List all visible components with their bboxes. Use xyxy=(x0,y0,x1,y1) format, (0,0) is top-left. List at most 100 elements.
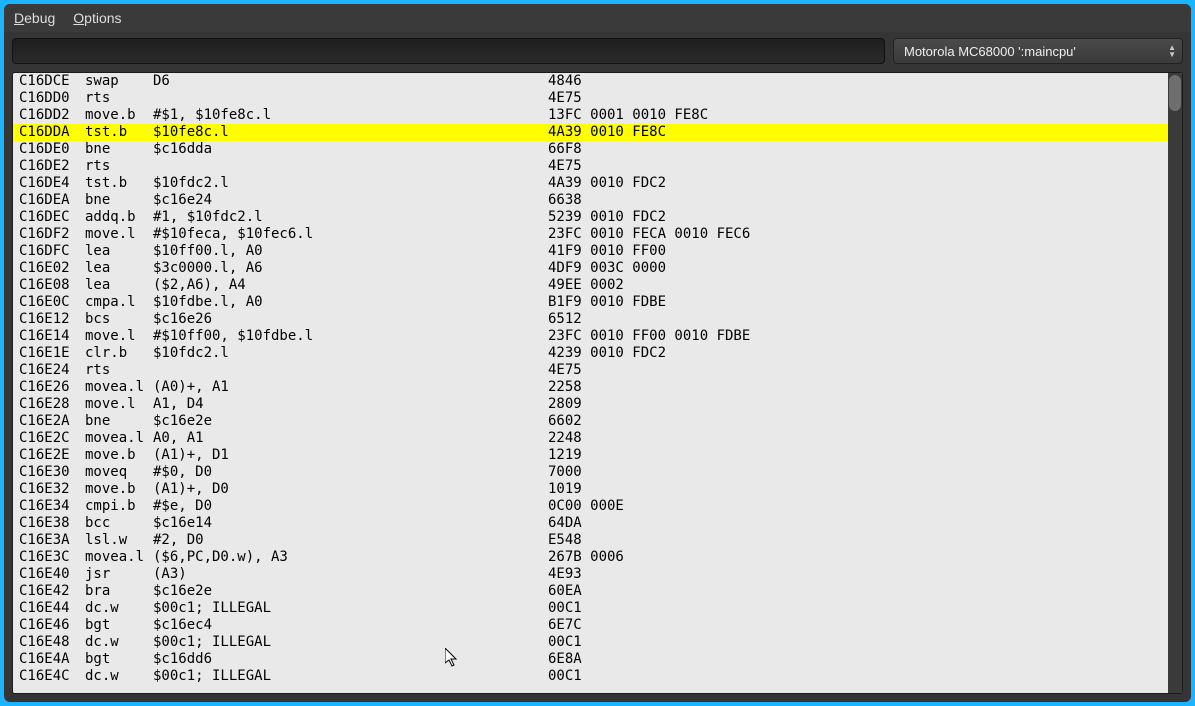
disasm-row[interactable]: C16E0Ccmpa.l$10fdbe.l, A0B1F9 0010 FDBE xyxy=(13,294,1168,311)
disasm-row[interactable]: C16DE2rts4E75 xyxy=(13,158,1168,175)
disasm-row[interactable]: C16E24rts4E75 xyxy=(13,362,1168,379)
disasm-row[interactable]: C16DFClea$10ff00.l, A041F9 0010 FF00 xyxy=(13,243,1168,260)
scrollbar[interactable] xyxy=(1168,73,1182,693)
disasm-row[interactable]: C16E14move.l#$10ff00, $10fdbe.l23FC 0010… xyxy=(13,328,1168,345)
disasm-row[interactable]: C16E2Abne$c16e2e6602 xyxy=(13,413,1168,430)
disasm-row[interactable]: C16E3Alsl.w#2, D0E548 xyxy=(13,532,1168,549)
disasm-row[interactable]: C16E1Eclr.b$10fdc2.l4239 0010 FDC2 xyxy=(13,345,1168,362)
disasm-address: C16E3A xyxy=(13,532,85,549)
disasm-address: C16E30 xyxy=(13,464,85,481)
disasm-address: C16E3C xyxy=(13,549,85,566)
disasm-row[interactable]: C16E2Cmovea.lA0, A12248 xyxy=(13,430,1168,447)
disasm-row[interactable]: C16E12bcs$c16e266512 xyxy=(13,311,1168,328)
cpu-selector[interactable]: Motorola MC68000 ':maincpu' ▲▼ xyxy=(893,38,1183,64)
menu-debug[interactable]: Debug xyxy=(14,10,55,26)
disasm-address: C16E0C xyxy=(13,294,85,311)
disasm-row[interactable]: C16DE4tst.b$10fdc2.l4A39 0010 FDC2 xyxy=(13,175,1168,192)
disasm-operands: #$10feca, $10fec6.l xyxy=(153,226,548,243)
disasm-mnemonic: dc.w xyxy=(85,634,153,651)
disasm-mnemonic: bgt xyxy=(85,651,153,668)
disasm-row[interactable]: C16E4Abgt$c16dd66E8A xyxy=(13,651,1168,668)
disasm-row[interactable]: C16E44dc.w$00c1; ILLEGAL00C1 xyxy=(13,600,1168,617)
disasm-hex: 49EE 0002 xyxy=(548,277,1168,294)
disasm-operands: $c16e24 xyxy=(153,192,548,209)
disasm-mnemonic: clr.b xyxy=(85,345,153,362)
disasm-address: C16E2E xyxy=(13,447,85,464)
disasm-row[interactable]: C16E48dc.w$00c1; ILLEGAL00C1 xyxy=(13,634,1168,651)
disasm-hex: 267B 0006 xyxy=(548,549,1168,566)
disasm-row[interactable]: C16DD2move.b#$1, $10fe8c.l13FC 0001 0010… xyxy=(13,107,1168,124)
disasm-address: C16DD2 xyxy=(13,107,85,124)
disasm-mnemonic: moveq xyxy=(85,464,153,481)
disasm-operands: ($2,A6), A4 xyxy=(153,277,548,294)
disasm-row[interactable]: C16DDAtst.b$10fe8c.l4A39 0010 FE8C xyxy=(13,124,1168,141)
disasm-mnemonic: swap xyxy=(85,73,153,90)
disasm-mnemonic: move.b xyxy=(85,481,153,498)
disasm-address: C16DDA xyxy=(13,124,85,141)
disasm-mnemonic: rts xyxy=(85,158,153,175)
disasm-mnemonic: cmpa.l xyxy=(85,294,153,311)
disasm-address: C16DEA xyxy=(13,192,85,209)
disasm-hex: 2248 xyxy=(548,430,1168,447)
disasm-hex: 00C1 xyxy=(548,668,1168,685)
disasm-row[interactable]: C16E28move.lA1, D42809 xyxy=(13,396,1168,413)
disasm-hex: 4239 0010 FDC2 xyxy=(548,345,1168,362)
disasm-row[interactable]: C16E02lea$3c0000.l, A64DF9 003C 0000 xyxy=(13,260,1168,277)
disasm-row[interactable]: C16DECaddq.b#1, $10fdc2.l5239 0010 FDC2 xyxy=(13,209,1168,226)
scrollbar-thumb[interactable] xyxy=(1169,75,1181,111)
disasm-mnemonic: addq.b xyxy=(85,209,153,226)
disasm-row[interactable]: C16DEAbne$c16e246638 xyxy=(13,192,1168,209)
menu-options[interactable]: Options xyxy=(73,10,121,26)
menu-options-accel: O xyxy=(73,10,84,26)
disasm-row[interactable]: C16E34cmpi.b#$e, D00C00 000E xyxy=(13,498,1168,515)
disasm-hex: 66F8 xyxy=(548,141,1168,158)
disasm-hex: 1019 xyxy=(548,481,1168,498)
disasm-row[interactable]: C16E32move.b(A1)+, D01019 xyxy=(13,481,1168,498)
disasm-address: C16E14 xyxy=(13,328,85,345)
address-input[interactable] xyxy=(12,38,885,64)
disasm-hex: 2809 xyxy=(548,396,1168,413)
disasm-operands: #2, D0 xyxy=(153,532,548,549)
disasm-operands xyxy=(153,90,548,107)
disasm-address: C16E28 xyxy=(13,396,85,413)
disasm-hex: 4A39 0010 FDC2 xyxy=(548,175,1168,192)
disasm-hex: 00C1 xyxy=(548,634,1168,651)
disassembly-listing[interactable]: C16DCEswapD64846C16DD0rts4E75C16DD2move.… xyxy=(13,73,1168,693)
disasm-row[interactable]: C16E40jsr(A3)4E93 xyxy=(13,566,1168,583)
disasm-row[interactable]: C16E38bcc$c16e1464DA xyxy=(13,515,1168,532)
disasm-mnemonic: bra xyxy=(85,583,153,600)
disasm-row[interactable]: C16E08lea($2,A6), A449EE 0002 xyxy=(13,277,1168,294)
disasm-mnemonic: move.l xyxy=(85,226,153,243)
disasm-hex: 4E75 xyxy=(548,158,1168,175)
disasm-hex: 23FC 0010 FECA 0010 FEC6 xyxy=(548,226,1168,243)
disasm-row[interactable]: C16DD0rts4E75 xyxy=(13,90,1168,107)
disasm-row[interactable]: C16E42bra$c16e2e60EA xyxy=(13,583,1168,600)
disasm-address: C16E40 xyxy=(13,566,85,583)
disasm-hex: E548 xyxy=(548,532,1168,549)
disasm-row[interactable]: C16E2Emove.b(A1)+, D11219 xyxy=(13,447,1168,464)
disasm-row[interactable]: C16E3Cmovea.l($6,PC,D0.w), A3267B 0006 xyxy=(13,549,1168,566)
disasm-address: C16E4A xyxy=(13,651,85,668)
disasm-operands: (A3) xyxy=(153,566,548,583)
menu-options-rest: ptions xyxy=(84,10,121,26)
disasm-mnemonic: bne xyxy=(85,413,153,430)
disasm-row[interactable]: C16E4Cdc.w$00c1; ILLEGAL00C1 xyxy=(13,668,1168,685)
disasm-row[interactable]: C16E26movea.l(A0)+, A12258 xyxy=(13,379,1168,396)
toolbar: Motorola MC68000 ':maincpu' ▲▼ xyxy=(4,32,1191,72)
disasm-operands: #$0, D0 xyxy=(153,464,548,481)
disasm-address: C16E24 xyxy=(13,362,85,379)
disasm-row[interactable]: C16E30moveq#$0, D07000 xyxy=(13,464,1168,481)
disasm-mnemonic: bcs xyxy=(85,311,153,328)
disasm-operands xyxy=(153,362,548,379)
disasm-operands: $c16e2e xyxy=(153,583,548,600)
disasm-row[interactable]: C16DCEswapD64846 xyxy=(13,73,1168,90)
disasm-operands: #1, $10fdc2.l xyxy=(153,209,548,226)
disasm-row[interactable]: C16DE0bne$c16dda66F8 xyxy=(13,141,1168,158)
disasm-address: C16E42 xyxy=(13,583,85,600)
disasm-row[interactable]: C16E46bgt$c16ec46E7C xyxy=(13,617,1168,634)
disasm-row[interactable]: C16DF2move.l#$10feca, $10fec6.l23FC 0010… xyxy=(13,226,1168,243)
disasm-hex: 6E7C xyxy=(548,617,1168,634)
disasm-mnemonic: cmpi.b xyxy=(85,498,153,515)
menu-debug-rest: ebug xyxy=(24,10,55,26)
disasm-mnemonic: dc.w xyxy=(85,600,153,617)
